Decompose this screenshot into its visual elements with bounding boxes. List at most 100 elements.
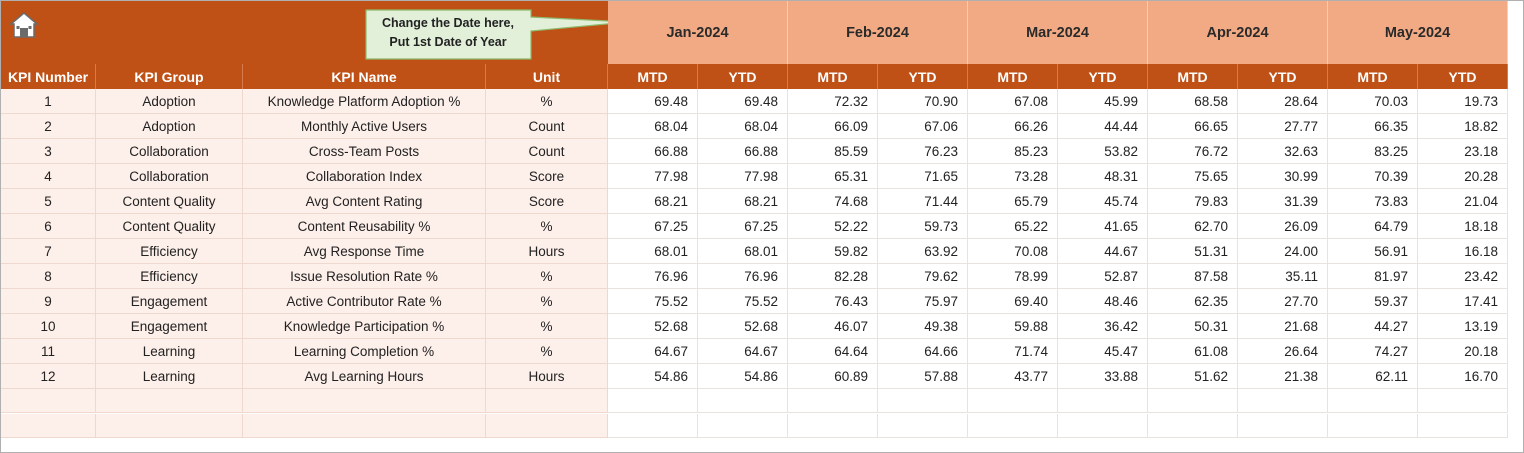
number-cell: 64.67 (698, 339, 788, 364)
number-cell: 59.73 (878, 214, 968, 239)
text-cell: % (486, 89, 608, 114)
number-cell: 62.70 (1148, 214, 1238, 239)
text-cell: Cross-Team Posts (243, 139, 486, 164)
empty-cell (486, 414, 608, 438)
number-cell: 18.82 (1418, 114, 1508, 139)
column-header: MTD (788, 64, 878, 89)
number-cell: 45.47 (1058, 339, 1148, 364)
empty-cell (608, 389, 698, 413)
number-cell: 79.62 (878, 264, 968, 289)
text-cell: % (486, 214, 608, 239)
number-cell: 65.31 (788, 164, 878, 189)
number-cell: 31.39 (1238, 189, 1328, 214)
number-cell: 52.87 (1058, 264, 1148, 289)
text-cell: Hours (486, 239, 608, 264)
number-cell: 75.65 (1148, 164, 1238, 189)
number-cell: 70.08 (968, 239, 1058, 264)
number-cell: 44.67 (1058, 239, 1148, 264)
text-cell: Engagement (96, 314, 243, 339)
number-cell: 64.64 (788, 339, 878, 364)
number-cell: 44.27 (1328, 314, 1418, 339)
number-cell: 35.11 (1238, 264, 1328, 289)
empty-cell (1328, 414, 1418, 438)
number-cell: 68.04 (698, 114, 788, 139)
empty-cell (1, 414, 96, 438)
number-cell: 20.18 (1418, 339, 1508, 364)
empty-cell (1148, 389, 1238, 413)
number-cell: 48.46 (1058, 289, 1148, 314)
column-header: KPI Number (1, 64, 96, 89)
number-cell: 65.22 (968, 214, 1058, 239)
month-header: Mar-2024 (968, 1, 1148, 64)
number-cell: 74.68 (788, 189, 878, 214)
number-cell: 73.28 (968, 164, 1058, 189)
text-cell: Knowledge Platform Adoption % (243, 89, 486, 114)
text-cell: Content Quality (96, 189, 243, 214)
number-cell: 76.72 (1148, 139, 1238, 164)
text-cell: Efficiency (96, 239, 243, 264)
empty-cell (1058, 414, 1148, 438)
note-line: Put 1st Date of Year (389, 35, 506, 49)
number-cell: 16.18 (1418, 239, 1508, 264)
number-cell: 67.08 (968, 89, 1058, 114)
number-cell: 30.99 (1238, 164, 1328, 189)
number-cell: 53.82 (1058, 139, 1148, 164)
column-header: YTD (1238, 64, 1328, 89)
number-cell: 76.23 (878, 139, 968, 164)
empty-cell (486, 389, 608, 413)
number-cell: 59.37 (1328, 289, 1418, 314)
number-cell: 50.31 (1148, 314, 1238, 339)
number-cell: 43.77 (968, 364, 1058, 389)
number-cell: 51.62 (1148, 364, 1238, 389)
number-cell: 71.65 (878, 164, 968, 189)
text-cell: Issue Resolution Rate % (243, 264, 486, 289)
number-cell: 64.79 (1328, 214, 1418, 239)
number-cell: 60.89 (788, 364, 878, 389)
empty-cell (1418, 414, 1508, 438)
text-cell: Learning (96, 339, 243, 364)
column-header: MTD (1328, 64, 1418, 89)
number-cell: 73.83 (1328, 189, 1418, 214)
number-cell: 74.27 (1328, 339, 1418, 364)
home-button[interactable] (9, 11, 39, 39)
number-cell: 68.04 (608, 114, 698, 139)
text-cell: Collaboration (96, 139, 243, 164)
text-cell: Avg Learning Hours (243, 364, 486, 389)
column-header: KPI Group (96, 64, 243, 89)
number-cell: 51.31 (1148, 239, 1238, 264)
column-header: YTD (878, 64, 968, 89)
number-cell: 72.32 (788, 89, 878, 114)
number-cell: 27.77 (1238, 114, 1328, 139)
number-cell: 66.35 (1328, 114, 1418, 139)
empty-cell (243, 389, 486, 413)
number-cell: 54.86 (698, 364, 788, 389)
empty-cell (1418, 389, 1508, 413)
empty-cell (1238, 414, 1328, 438)
text-cell: Learning Completion % (243, 339, 486, 364)
number-cell: 65.79 (968, 189, 1058, 214)
empty-cell (878, 414, 968, 438)
text-cell: 3 (1, 139, 96, 164)
number-cell: 66.65 (1148, 114, 1238, 139)
text-cell: 9 (1, 289, 96, 314)
text-cell: Monthly Active Users (243, 114, 486, 139)
text-cell: 11 (1, 339, 96, 364)
number-cell: 85.59 (788, 139, 878, 164)
number-cell: 62.35 (1148, 289, 1238, 314)
text-cell: Active Contributor Rate % (243, 289, 486, 314)
number-cell: 19.73 (1418, 89, 1508, 114)
number-cell: 78.99 (968, 264, 1058, 289)
number-cell: 33.88 (1058, 364, 1148, 389)
number-cell: 70.90 (878, 89, 968, 114)
number-cell: 59.88 (968, 314, 1058, 339)
text-cell: % (486, 314, 608, 339)
empty-cell (1328, 389, 1418, 413)
number-cell: 52.22 (788, 214, 878, 239)
column-header: YTD (698, 64, 788, 89)
note-callout: Change the Date here, Put 1st Date of Ye… (365, 9, 629, 60)
text-cell: % (486, 264, 608, 289)
number-cell: 49.38 (878, 314, 968, 339)
number-cell: 57.88 (878, 364, 968, 389)
text-cell: Score (486, 164, 608, 189)
text-cell: 7 (1, 239, 96, 264)
